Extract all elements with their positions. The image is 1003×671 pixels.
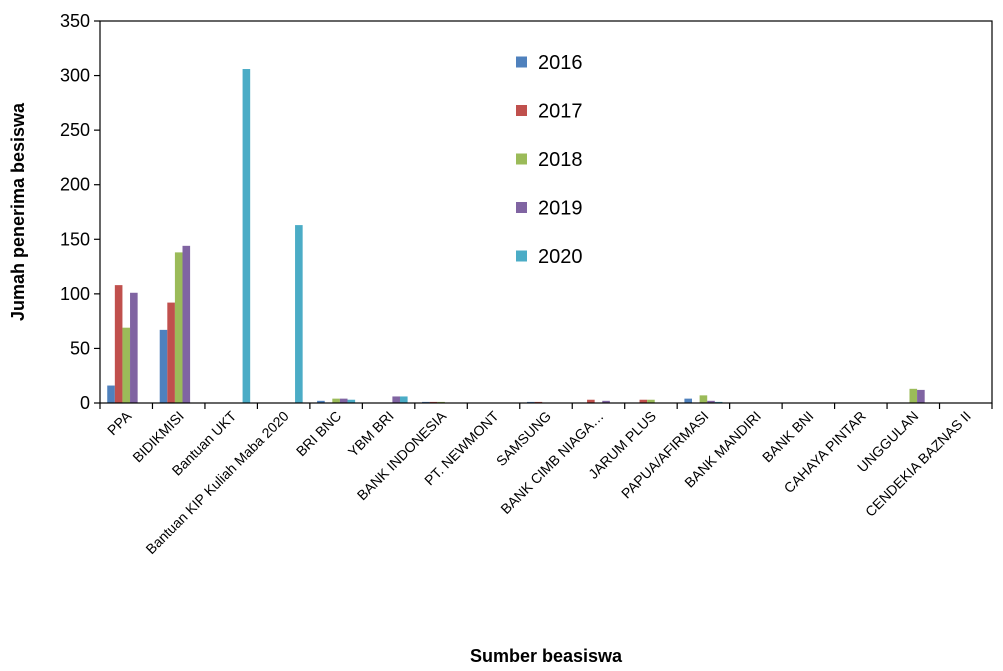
bar-2016-11	[684, 398, 693, 403]
bar-2019-15	[917, 389, 925, 403]
x-category-label-11: PAPUA/AFIRMASI	[618, 408, 712, 502]
legend-label-2019: 2019	[538, 198, 583, 220]
x-category-label-16: CENDEKIA BAZNAS II	[862, 408, 974, 520]
bar-2018-11	[699, 395, 708, 403]
bar-2018-1	[174, 252, 183, 403]
bar-2020-5	[399, 396, 408, 403]
y-tick-label-300: 300	[60, 66, 90, 86]
bar-2017-1	[167, 302, 175, 403]
bar-2017-10	[639, 399, 648, 403]
y-tick-label-250: 250	[60, 120, 90, 140]
legend-label-2017: 2017	[538, 101, 583, 123]
bar-2019-0	[130, 292, 138, 403]
y-tick-label-0: 0	[80, 393, 90, 413]
legend-swatch-2020	[516, 250, 527, 262]
bar-2018-15	[909, 388, 918, 403]
y-tick-label-200: 200	[60, 175, 90, 195]
bar-2016-0	[107, 385, 115, 403]
bar-2016-4	[317, 400, 325, 403]
bar-2019-9	[602, 400, 610, 403]
legend-swatch-2018	[516, 153, 527, 165]
x-category-label-0: PPA	[104, 407, 135, 438]
x-category-label-9: BANK CIMB NIAGA…	[497, 408, 606, 517]
y-tick-label-350: 350	[60, 11, 90, 31]
legend-label-2016: 2016	[538, 52, 583, 74]
y-tick-label-100: 100	[60, 284, 90, 304]
bar-2020-3	[295, 225, 303, 403]
bar-2020-2	[242, 69, 251, 404]
x-axis-title: Sumber beasiswa	[470, 646, 623, 666]
x-category-label-4: BRI BNC	[293, 408, 344, 459]
legend-label-2020: 2020	[538, 246, 583, 268]
bar-2019-11	[707, 400, 715, 403]
bar-2019-5	[392, 396, 400, 403]
y-axis-title: Jumah penerima besiswa	[8, 102, 28, 321]
bar-2019-4	[339, 398, 348, 403]
bar-2016-1	[159, 329, 168, 403]
bar-2017-9	[587, 399, 595, 403]
legend-swatch-2017	[516, 105, 527, 116]
legend-label-2018: 2018	[538, 149, 583, 171]
bar-2018-4	[332, 398, 340, 403]
bar-2017-0	[114, 285, 123, 403]
legend-swatch-2019	[516, 202, 527, 213]
y-tick-label-150: 150	[60, 229, 90, 249]
x-category-label-6: BANK INDONESIA	[354, 407, 450, 503]
bar-2018-0	[122, 327, 131, 403]
bar-2019-1	[182, 245, 191, 403]
bar-2018-10	[647, 399, 655, 403]
bar-2020-4	[347, 399, 356, 403]
x-category-label-5: YBM BRI	[345, 408, 397, 460]
y-tick-label-50: 50	[70, 338, 90, 358]
legend-swatch-2016	[516, 56, 527, 68]
plot-area-border	[99, 20, 993, 404]
